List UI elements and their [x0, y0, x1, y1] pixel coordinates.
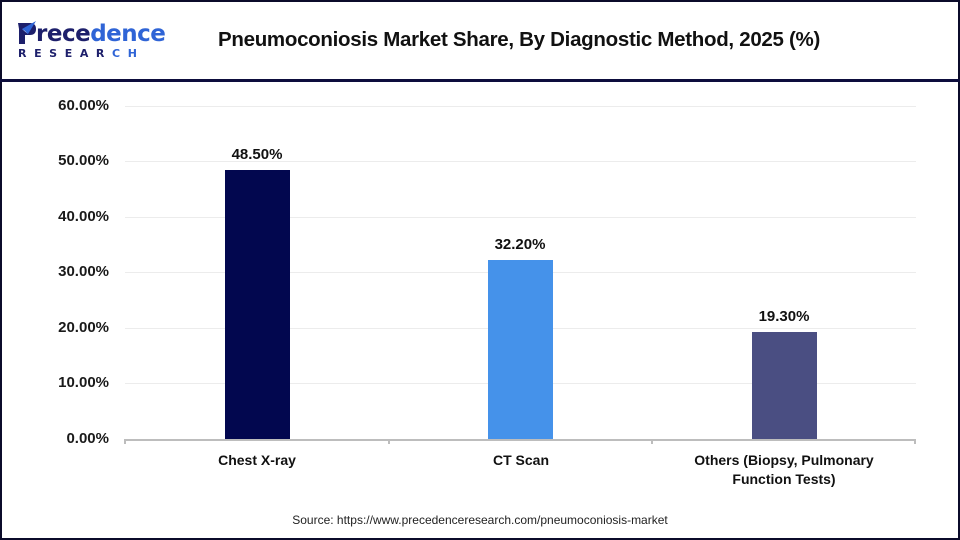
x-tick-mark: [388, 439, 390, 444]
x-category-label: Others (Biopsy, Pulmonary Function Tests…: [659, 451, 909, 489]
gridline-40: [125, 217, 916, 218]
precedence-research-logo: recedence RESEARCH: [16, 20, 166, 64]
y-tick-label: 0.00%: [66, 430, 109, 447]
value-label-chest-xray: 48.50%: [231, 146, 283, 163]
y-tick-label: 30.00%: [58, 263, 109, 280]
logo-subtitle: RESEARCH: [18, 47, 145, 60]
header-divider: [0, 79, 960, 82]
x-tick-mark: [914, 439, 916, 444]
x-category-label: Chest X-ray: [218, 452, 296, 468]
bar-chest-xray: [225, 170, 290, 439]
bar-ct-scan: [488, 260, 553, 439]
x-tick-mark: [124, 439, 126, 444]
y-tick-label: 60.00%: [58, 97, 109, 114]
y-tick-label: 50.00%: [58, 152, 109, 169]
x-category-label-line1: Others (Biopsy, Pulmonary: [694, 452, 874, 468]
x-axis: [125, 439, 916, 441]
value-label-ct-scan: 32.20%: [494, 236, 546, 253]
gridline-60: [125, 106, 916, 107]
x-category-label-line2: Function Tests): [732, 471, 836, 487]
chart-title: Pneumoconiosis Market Share, By Diagnost…: [218, 28, 821, 51]
x-tick-mark: [651, 439, 653, 444]
value-label-others: 19.30%: [758, 308, 810, 325]
source-footnote: Source: https://www.precedenceresearch.c…: [292, 513, 668, 527]
logo-wordmark: recedence: [36, 21, 166, 47]
gridline-50: [125, 161, 916, 162]
y-tick-label: 10.00%: [58, 374, 109, 391]
y-tick-label: 40.00%: [58, 208, 109, 225]
bar-others: [752, 332, 817, 439]
paper-plane-p-icon: [18, 21, 36, 44]
y-tick-label: 20.00%: [58, 319, 109, 336]
x-category-label: CT Scan: [492, 452, 549, 468]
